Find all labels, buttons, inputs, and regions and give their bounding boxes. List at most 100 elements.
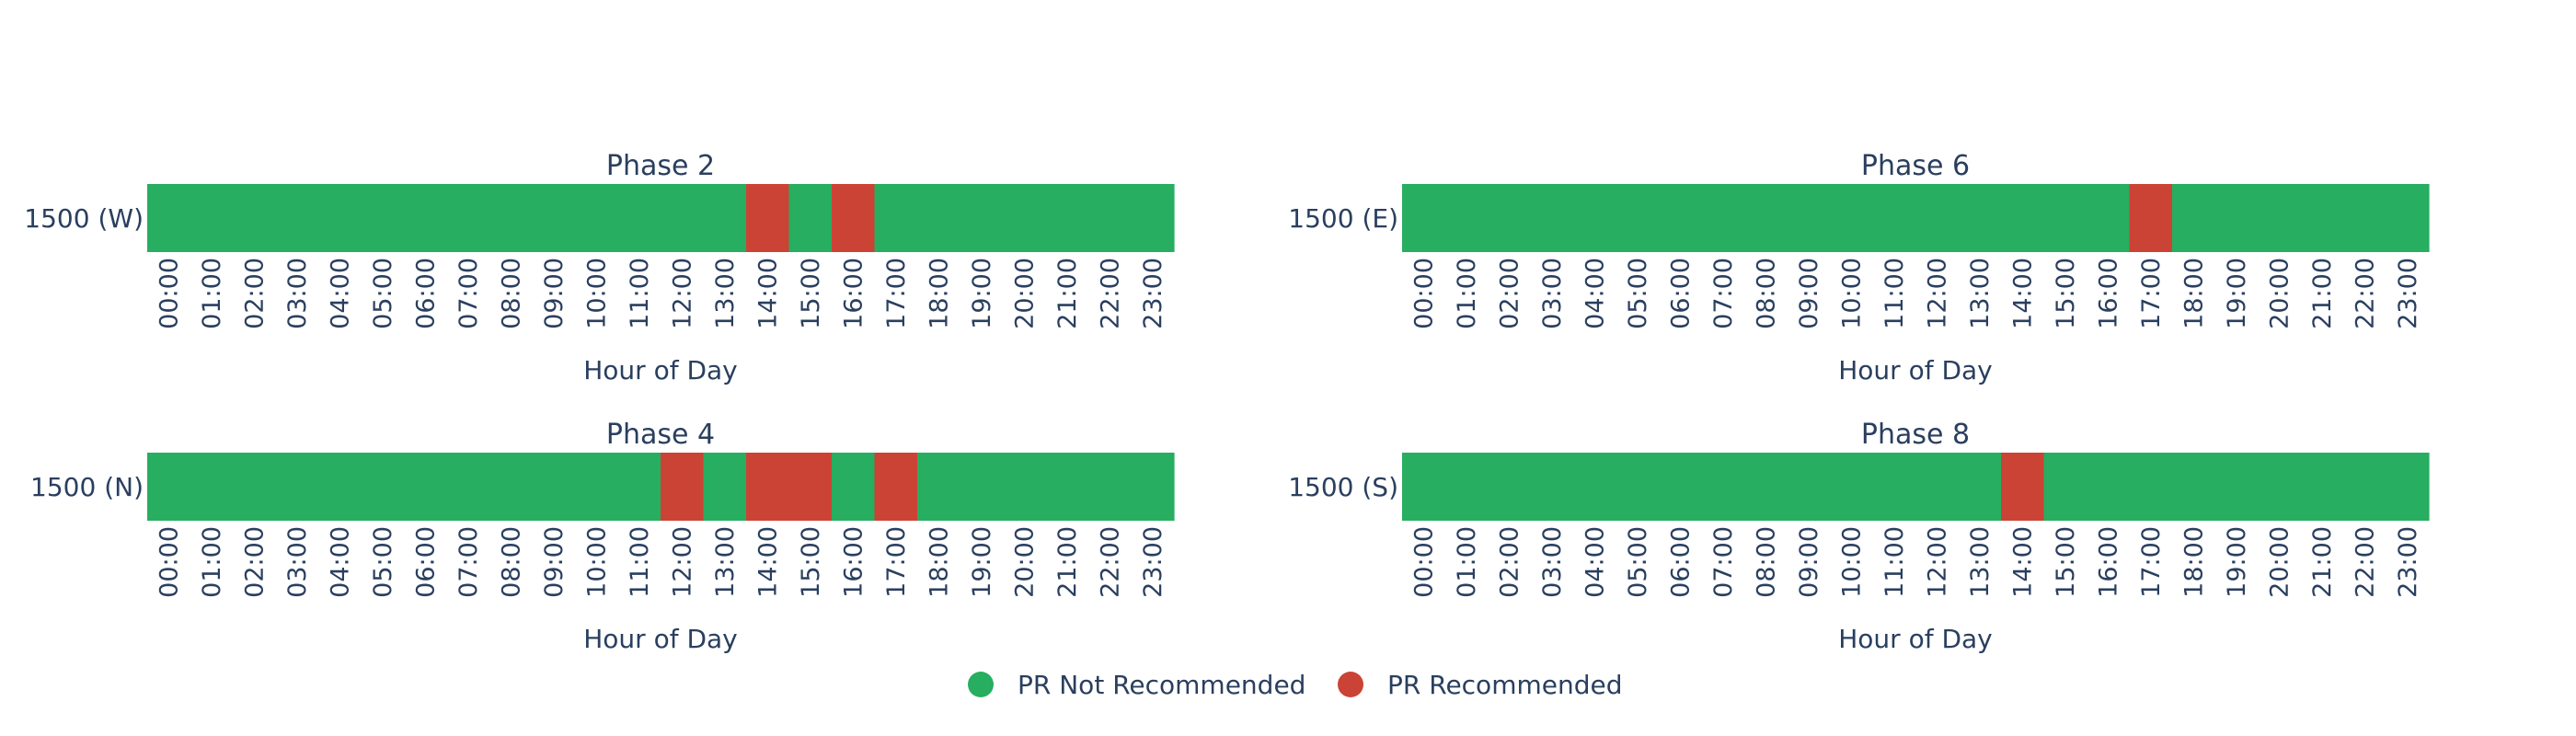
x-tick-label: 09:00: [1795, 258, 1823, 329]
x-tick-label: 04:00: [1581, 526, 1609, 598]
heatmap-cell: [1088, 453, 1133, 521]
x-tick-label: 21:00: [2308, 526, 2337, 598]
x-tick-label: 07:00: [1709, 258, 1738, 329]
x-tick-label: 00:00: [155, 258, 183, 329]
x-tick-label: 21:00: [2308, 258, 2337, 329]
heatmap-cell: [788, 453, 833, 521]
x-tick-label: 10:00: [582, 258, 611, 329]
heatmap-cell: [147, 453, 191, 521]
x-tick-label: 20:00: [1010, 526, 1039, 598]
x-tick-label: 03:00: [1538, 258, 1567, 329]
x-tick-label: 10:00: [1837, 526, 1866, 598]
x-tick-label: 08:00: [1752, 526, 1780, 598]
x-tick-label: 11:00: [626, 526, 654, 598]
heatmap-cell: [1616, 453, 1660, 521]
x-tick-label: 08:00: [497, 526, 525, 598]
heatmap-cell: [404, 453, 448, 521]
x-tick-label: 13:00: [1966, 526, 1995, 598]
heatmap-cell: [2129, 184, 2173, 252]
heatmap-cell: [2001, 184, 2045, 252]
heatmap-cell: [361, 453, 405, 521]
x-tick-label: 05:00: [1624, 258, 1652, 329]
heatmap-cell: [917, 453, 961, 521]
x-tick-label: 00:00: [1409, 258, 1438, 329]
subplot-2: Phase 6 1500 (E) 00:00 01:00 02:00 03:00 04:00…: [1288, 150, 2430, 385]
heatmap-cell: [1872, 453, 1916, 521]
heatmap-cell: [1530, 184, 1574, 252]
heatmap-cell: [2300, 184, 2344, 252]
x-tick-label: 15:00: [797, 526, 825, 598]
x-tick-label: 06:00: [1666, 258, 1695, 329]
x-tick-label: 02:00: [240, 258, 269, 329]
heatmap-cell: [1830, 184, 1874, 252]
heatmap-cell: [2386, 184, 2430, 252]
heatmap-cell: [2214, 453, 2259, 521]
heatmap-cell: [617, 184, 661, 252]
heatmap-cell: [1488, 184, 1532, 252]
subplot-3: Phase 4 1500 (N) 00:00 01:00 02:00 03:00 04:00…: [30, 419, 1175, 654]
x-tick-label: 16:00: [2094, 258, 2122, 329]
legend-item[interactable]: PR Not Recommended: [968, 670, 1305, 700]
heatmap-cell: [2043, 184, 2087, 252]
heatmap-cell: [1402, 184, 1446, 252]
x-tick-label: 17:00: [2137, 258, 2166, 329]
x-axis-label: Hour of Day: [583, 355, 738, 385]
heatmap-cell: [2343, 453, 2387, 521]
x-tick-label: 20:00: [2265, 258, 2294, 329]
x-axis-label: Hour of Day: [1838, 624, 1993, 654]
heatmap-cell: [2087, 184, 2131, 252]
legend-marker: [1338, 672, 1363, 697]
x-tick-label: 01:00: [198, 526, 226, 598]
heatmap-cell: [1958, 453, 2002, 521]
subplot-4: Phase 8 1500 (S) 00:00 01:00 02:00 03:00 04:00…: [1288, 419, 2430, 654]
heatmap-cell: [832, 453, 876, 521]
heatmap-cell: [2214, 184, 2259, 252]
x-tick-label: 10:00: [582, 526, 611, 598]
x-tick-label: 15:00: [797, 258, 825, 329]
x-tick-label: 04:00: [326, 258, 354, 329]
heatmap-cell: [2172, 453, 2216, 521]
heatmap-cell: [1573, 184, 1617, 252]
x-tick-label: 06:00: [411, 258, 440, 329]
heatmap-cell: [318, 184, 362, 252]
x-tick-label: 02:00: [240, 526, 269, 598]
x-tick-label: 13:00: [1966, 258, 1995, 329]
x-tick-label: 21:00: [1053, 258, 1082, 329]
x-tick-label: 04:00: [1581, 258, 1609, 329]
x-tick-label: 19:00: [2223, 526, 2251, 598]
heatmap-cell: [2129, 453, 2173, 521]
heatmap-cell: [1787, 184, 1831, 252]
legend-label: PR Recommended: [1387, 670, 1623, 700]
x-tick-label: 22:00: [1096, 258, 1124, 329]
subplot-title: Phase 2: [606, 150, 715, 182]
heatmap-cell: [2172, 184, 2216, 252]
heatmap-cell: [1088, 184, 1133, 252]
heatmap-cell: [1530, 453, 1574, 521]
x-tick-label: 23:00: [2394, 258, 2422, 329]
legend-marker: [968, 672, 994, 697]
heatmap-cell: [404, 184, 448, 252]
x-tick-label: 22:00: [1096, 526, 1124, 598]
x-tick-label: 23:00: [1139, 526, 1167, 598]
y-tick-label: 1500 (E): [1288, 203, 1398, 234]
heatmap-cell: [703, 184, 747, 252]
x-tick-label: 05:00: [369, 526, 397, 598]
y-tick-label: 1500 (N): [30, 472, 144, 502]
x-tick-label: 06:00: [411, 526, 440, 598]
legend-item[interactable]: PR Recommended: [1338, 670, 1623, 700]
x-axis-label: Hour of Day: [583, 624, 738, 654]
heatmap-cell: [2258, 453, 2302, 521]
heatmap-cell: [532, 453, 576, 521]
subplot-title: Phase 8: [1861, 419, 1970, 451]
x-tick-label: 14:00: [2008, 258, 2037, 329]
x-tick-label: 01:00: [1453, 258, 1481, 329]
subplot-title: Phase 6: [1861, 150, 1970, 182]
x-tick-label: 05:00: [1624, 526, 1652, 598]
heatmap-cell: [532, 184, 576, 252]
x-tick-label: 23:00: [1139, 258, 1167, 329]
heatmap-cell: [190, 453, 234, 521]
x-tick-label: 11:00: [1880, 258, 1909, 329]
x-tick-label: 19:00: [968, 258, 996, 329]
x-tick-label: 17:00: [2137, 526, 2166, 598]
